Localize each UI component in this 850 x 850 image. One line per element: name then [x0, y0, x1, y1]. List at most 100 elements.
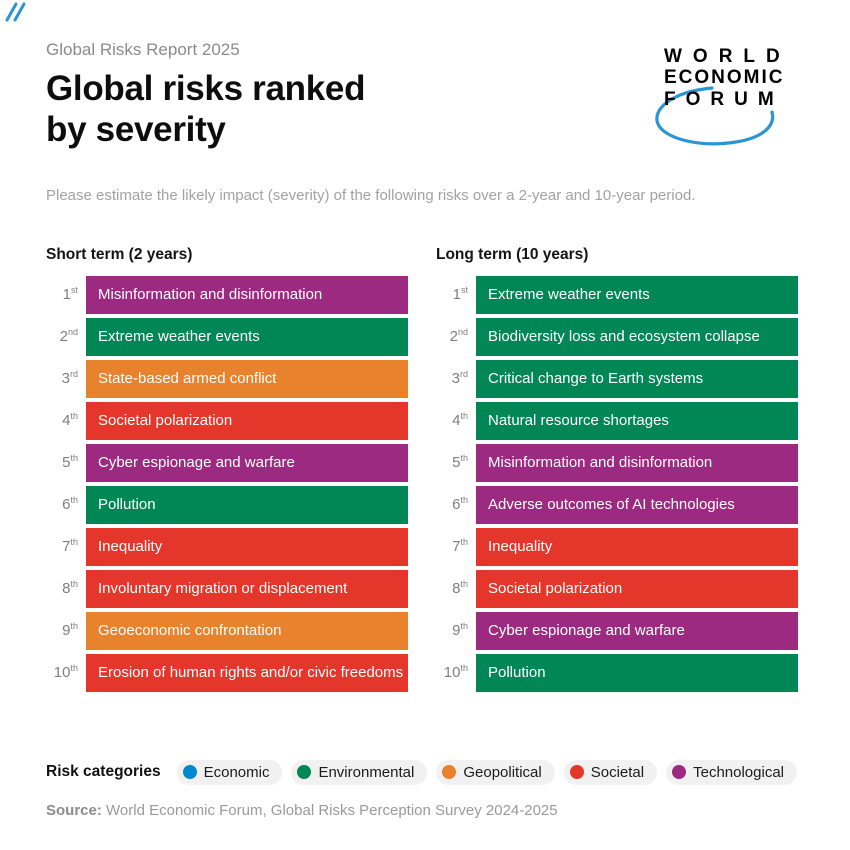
risk-bar: Societal polarization — [476, 569, 798, 608]
risk-label: Misinformation and disinformation — [98, 286, 323, 304]
rank-label: 2nd — [449, 326, 468, 345]
risk-bar: Extreme weather events — [86, 317, 408, 356]
risk-label: Pollution — [488, 664, 546, 682]
risk-label: Involuntary migration or displacement — [98, 580, 348, 598]
risk-label: Inequality — [488, 538, 553, 556]
risk-label: Natural resource shortages — [488, 412, 669, 430]
legend-item-geopolitical: Geopolitical — [436, 759, 555, 785]
risk-label: Societal polarization — [488, 580, 623, 598]
source-label: Source: — [46, 801, 102, 819]
risk-row: 9th Geoeconomic confrontation — [46, 611, 408, 650]
risk-bar: State-based armed conflict — [86, 359, 408, 398]
wef-logo: WORLD ECONOMIC FORUM — [655, 46, 804, 146]
legend-label: Technological — [693, 763, 785, 781]
source-text: World Economic Forum, Global Risks Perce… — [101, 801, 558, 819]
risk-row: 6th Pollution — [46, 485, 408, 524]
risk-label: Cyber espionage and warfare — [98, 454, 295, 472]
risk-label: Cyber espionage and warfare — [488, 622, 685, 640]
technological-dot-icon — [672, 765, 687, 780]
rank-label: 6th — [452, 494, 468, 513]
rank-label: 10th — [443, 662, 468, 681]
risk-bar: Cyber espionage and warfare — [476, 611, 798, 650]
risk-label: Inequality — [98, 538, 163, 556]
risk-bar: Misinformation and disinformation — [86, 275, 408, 314]
wef-logo-line1: WORLD — [664, 46, 791, 67]
risk-row: 5th Cyber espionage and warfare — [46, 443, 408, 482]
legend-label: Geopolitical — [463, 763, 542, 781]
societal-dot-icon — [569, 765, 584, 780]
risk-row: 3rd State-based armed conflict — [46, 359, 408, 398]
corner-logo-fragment — [5, 2, 26, 22]
wef-logo-line3: FORUM — [664, 88, 784, 110]
economic-dot-icon — [182, 765, 197, 780]
risk-label: Erosion of human rights and/or civic fre… — [98, 664, 404, 682]
risk-row: 3rd Critical change to Earth systems — [436, 359, 798, 398]
rank-label: 3rd — [451, 368, 468, 387]
risk-row: 10th Erosion of human rights and/or civi… — [46, 653, 408, 692]
risk-label: Adverse outcomes of AI technologies — [488, 496, 735, 514]
wef-logo-swoosh-icon — [655, 86, 775, 146]
risk-bar: Inequality — [86, 527, 408, 566]
rank-label: 7th — [62, 536, 78, 555]
rank-label: 4th — [62, 410, 78, 429]
risk-row: 4th Natural resource shortages — [436, 401, 798, 440]
rank-label: 4th — [452, 410, 468, 429]
long-term-column: Long term (10 years) 1st Extreme weather… — [436, 246, 798, 696]
risk-label: Critical change to Earth systems — [488, 370, 704, 388]
rank-label: 5th — [452, 452, 468, 471]
risk-bar: Natural resource shortages — [476, 401, 798, 440]
risk-label: Misinformation and disinformation — [488, 454, 713, 472]
rank-label: 9th — [452, 620, 468, 639]
survey-question: Please estimate the likely impact (sever… — [46, 186, 696, 204]
risk-label: Pollution — [98, 496, 156, 514]
risk-bar: Erosion of human rights and/or civic fre… — [86, 653, 408, 692]
risk-bar: Inequality — [476, 527, 798, 566]
rank-label: 3rd — [61, 368, 78, 387]
risk-row: 1st Extreme weather events — [436, 275, 798, 314]
risk-bar: Cyber espionage and warfare — [86, 443, 408, 482]
risk-row: 8th Societal polarization — [436, 569, 798, 608]
risk-row: 7th Inequality — [436, 527, 798, 566]
risk-row: 2nd Biodiversity loss and ecosystem coll… — [436, 317, 798, 356]
source-line: Source: World Economic Forum, Global Ris… — [46, 802, 816, 819]
risk-row: 7th Inequality — [46, 527, 408, 566]
risk-label: Biodiversity loss and ecosystem collapse — [488, 328, 760, 346]
risk-row: 6th Adverse outcomes of AI technologies — [436, 485, 798, 524]
page-title-line2: by severity — [46, 109, 226, 149]
risk-bar: Extreme weather events — [476, 275, 798, 314]
report-kicker: Global Risks Report 2025 — [46, 40, 240, 59]
rank-label: 7th — [452, 536, 468, 555]
page-title: Global risks ranked by severity — [46, 69, 816, 151]
risk-bar: Critical change to Earth systems — [476, 359, 798, 398]
risk-row: 9th Cyber espionage and warfare — [436, 611, 798, 650]
environmental-dot-icon — [297, 765, 312, 780]
rank-label: 1st — [62, 284, 78, 303]
short-term-column: Short term (2 years) 1st Misinformation … — [46, 246, 408, 696]
ranking-columns: Short term (2 years) 1st Misinformation … — [46, 246, 816, 696]
risk-bar: Biodiversity loss and ecosystem collapse — [476, 317, 798, 356]
geopolitical-dot-icon — [442, 765, 457, 780]
page-title-line1: Global risks ranked — [46, 69, 366, 108]
legend-label: Societal — [590, 763, 645, 781]
wef-logo-line2: ECONOMIC — [664, 67, 785, 89]
rank-label: 9th — [62, 620, 78, 639]
risk-row: 2nd Extreme weather events — [46, 317, 408, 356]
column-heading-short-term: Short term (2 years) — [46, 245, 193, 263]
rank-label: 6th — [62, 494, 78, 513]
legend-item-technological: Technological — [666, 759, 798, 785]
risk-bar: Adverse outcomes of AI technologies — [476, 485, 798, 524]
risk-bar: Misinformation and disinformation — [476, 443, 798, 482]
legend: Risk categories Economic Environmental G… — [46, 759, 816, 785]
rank-label: 1st — [452, 284, 468, 303]
legend-item-societal: Societal — [563, 759, 658, 785]
wef-logo-text: WORLD ECONOMIC FORUM — [664, 46, 804, 110]
risk-label: Extreme weather events — [488, 286, 650, 304]
legend-label: Economic — [203, 763, 270, 781]
risk-label: State-based armed conflict — [98, 370, 277, 388]
risk-row: 1st Misinformation and disinformation — [46, 275, 408, 314]
risk-row: 10th Pollution — [436, 653, 798, 692]
risk-label: Societal polarization — [98, 412, 233, 430]
content-area: Global Risks Report 2025 Global risks ra… — [46, 40, 816, 819]
legend-item-economic: Economic — [176, 759, 283, 785]
